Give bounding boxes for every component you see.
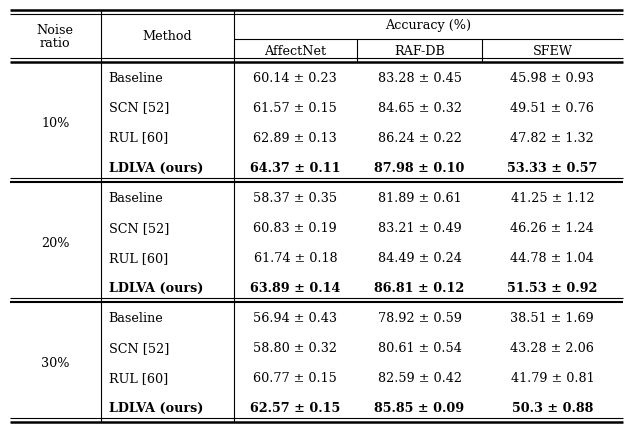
Text: LDLVA (ours): LDLVA (ours) xyxy=(109,161,203,174)
Text: Baseline: Baseline xyxy=(109,191,164,204)
Text: 51.53 ± 0.92: 51.53 ± 0.92 xyxy=(507,281,598,294)
Text: 49.51 ± 0.76: 49.51 ± 0.76 xyxy=(510,102,595,114)
Text: 50.3 ± 0.88: 50.3 ± 0.88 xyxy=(511,401,593,414)
Text: 61.57 ± 0.15: 61.57 ± 0.15 xyxy=(253,102,337,114)
Text: 41.79 ± 0.81: 41.79 ± 0.81 xyxy=(511,371,594,384)
Text: 58.37 ± 0.35: 58.37 ± 0.35 xyxy=(253,191,337,204)
Text: 82.59 ± 0.42: 82.59 ± 0.42 xyxy=(378,371,461,384)
Text: 20%: 20% xyxy=(41,236,70,249)
Text: LDLVA (ours): LDLVA (ours) xyxy=(109,401,203,414)
Text: 84.65 ± 0.32: 84.65 ± 0.32 xyxy=(378,102,461,114)
Text: 60.14 ± 0.23: 60.14 ± 0.23 xyxy=(253,72,337,84)
Text: Baseline: Baseline xyxy=(109,311,164,324)
Text: 62.57 ± 0.15: 62.57 ± 0.15 xyxy=(250,401,340,414)
Text: 47.82 ± 1.32: 47.82 ± 1.32 xyxy=(511,132,594,144)
Text: 81.89 ± 0.61: 81.89 ± 0.61 xyxy=(378,191,461,204)
Text: RUL [60]: RUL [60] xyxy=(109,251,168,264)
Text: 41.25 ± 1.12: 41.25 ± 1.12 xyxy=(511,191,594,204)
Text: 83.21 ± 0.49: 83.21 ± 0.49 xyxy=(378,221,461,234)
Text: LDLVA (ours): LDLVA (ours) xyxy=(109,281,203,294)
Text: 83.28 ± 0.45: 83.28 ± 0.45 xyxy=(378,72,461,84)
Text: 86.24 ± 0.22: 86.24 ± 0.22 xyxy=(378,132,461,144)
Text: Baseline: Baseline xyxy=(109,72,164,84)
Text: 63.89 ± 0.14: 63.89 ± 0.14 xyxy=(250,281,340,294)
Text: 84.49 ± 0.24: 84.49 ± 0.24 xyxy=(378,251,461,264)
Text: 30%: 30% xyxy=(41,356,70,369)
Text: 78.92 ± 0.59: 78.92 ± 0.59 xyxy=(378,311,461,324)
Text: ratio: ratio xyxy=(40,37,70,50)
Text: Method: Method xyxy=(143,30,192,43)
Text: 86.81 ± 0.12: 86.81 ± 0.12 xyxy=(374,281,465,294)
Text: 45.98 ± 0.93: 45.98 ± 0.93 xyxy=(510,72,595,84)
Text: 87.98 ± 0.10: 87.98 ± 0.10 xyxy=(374,161,465,174)
Text: 60.83 ± 0.19: 60.83 ± 0.19 xyxy=(253,221,337,234)
Text: 62.89 ± 0.13: 62.89 ± 0.13 xyxy=(253,132,337,144)
Text: SCN [52]: SCN [52] xyxy=(109,341,169,354)
Text: 58.80 ± 0.32: 58.80 ± 0.32 xyxy=(253,341,337,354)
Text: RAF-DB: RAF-DB xyxy=(394,45,445,58)
Text: 38.51 ± 1.69: 38.51 ± 1.69 xyxy=(511,311,594,324)
Text: SCN [52]: SCN [52] xyxy=(109,221,169,234)
Text: 61.74 ± 0.18: 61.74 ± 0.18 xyxy=(253,251,337,264)
Text: 53.33 ± 0.57: 53.33 ± 0.57 xyxy=(507,161,598,174)
Text: SCN [52]: SCN [52] xyxy=(109,102,169,114)
Text: 44.78 ± 1.04: 44.78 ± 1.04 xyxy=(511,251,594,264)
Text: SFEW: SFEW xyxy=(532,45,572,58)
Text: 80.61 ± 0.54: 80.61 ± 0.54 xyxy=(378,341,461,354)
Text: 64.37 ± 0.11: 64.37 ± 0.11 xyxy=(250,161,340,174)
Text: Accuracy (%): Accuracy (%) xyxy=(385,19,471,32)
Text: RUL [60]: RUL [60] xyxy=(109,132,168,144)
Text: 56.94 ± 0.43: 56.94 ± 0.43 xyxy=(253,311,337,324)
Text: 46.26 ± 1.24: 46.26 ± 1.24 xyxy=(511,221,594,234)
Text: 85.85 ± 0.09: 85.85 ± 0.09 xyxy=(374,401,465,414)
Text: 10%: 10% xyxy=(41,116,70,129)
Text: RUL [60]: RUL [60] xyxy=(109,371,168,384)
Text: Noise: Noise xyxy=(37,24,74,37)
Text: 60.77 ± 0.15: 60.77 ± 0.15 xyxy=(253,371,337,384)
Text: AffectNet: AffectNet xyxy=(264,45,326,58)
Text: 43.28 ± 2.06: 43.28 ± 2.06 xyxy=(510,341,595,354)
